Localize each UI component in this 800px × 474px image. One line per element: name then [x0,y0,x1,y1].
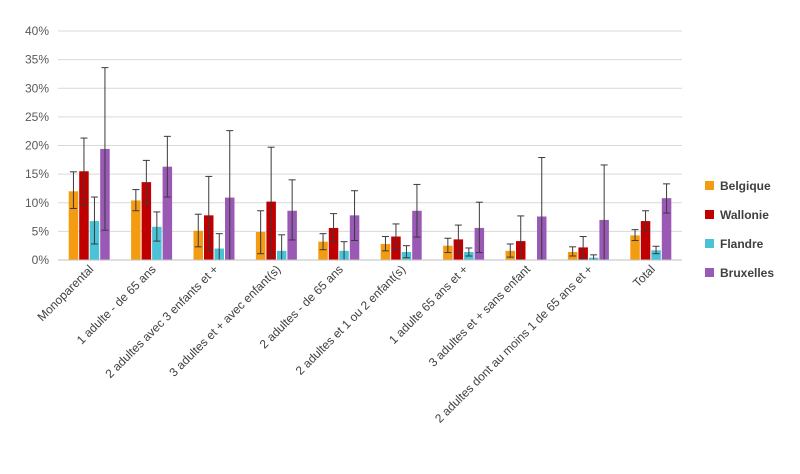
bar-belgique [630,235,640,260]
x-category-label: 3 adultes et + sans enfant [426,262,534,370]
bar-belgique [131,200,141,260]
y-tick-label: 0% [32,253,50,267]
y-tick-label: 35% [25,53,49,67]
legend: Belgique Wallonie Flandre Bruxelles [705,179,774,280]
legend-label-flandre: Flandre [720,237,764,251]
bar-belgique [318,241,328,260]
y-tick-label: 10% [25,196,49,210]
x-category-label: 3 adultes et + avec enfant(s) [166,262,283,379]
y-tick-label: 15% [25,167,49,181]
bar-wallonie [141,182,152,260]
x-category-label: Monoparental [35,262,97,324]
bar-bruxelles [162,166,173,260]
legend-swatch-bruxelles [705,268,714,277]
legend-label-bruxelles: Bruxelles [720,266,774,280]
x-category-label: 2 adultes avec 3 enfants et + [102,262,221,381]
bar-flandre [152,226,162,260]
bar-flandre [651,250,661,260]
gridlines [58,30,682,232]
y-tick-label: 20% [25,139,49,153]
legend-label-wallonie: Wallonie [720,208,769,222]
legend-label-belgique: Belgique [720,179,771,193]
bar-wallonie [79,171,89,260]
legend-swatch-belgique [705,181,714,190]
legend-swatch-flandre [705,239,714,248]
error-bars [69,67,671,261]
bar-belgique [68,191,79,260]
y-tick-label: 5% [32,224,50,238]
x-category-label: Total [630,262,658,290]
bars [68,148,672,260]
y-tick-label: 40% [25,24,49,38]
y-axis-tick-labels: 0% 5% 10% 15% 20% 25% 30% 35% 40% [25,24,49,267]
y-tick-label: 30% [25,81,49,95]
bar-wallonie [640,221,651,260]
x-category-label: 2 adultes et 1 ou 2 enfant(s) [293,262,409,378]
legend-swatch-wallonie [705,210,714,219]
bar-belgique [380,243,391,260]
bar-wallonie [328,227,339,260]
y-tick-label: 25% [25,110,49,124]
bar-bruxelles [661,198,672,260]
